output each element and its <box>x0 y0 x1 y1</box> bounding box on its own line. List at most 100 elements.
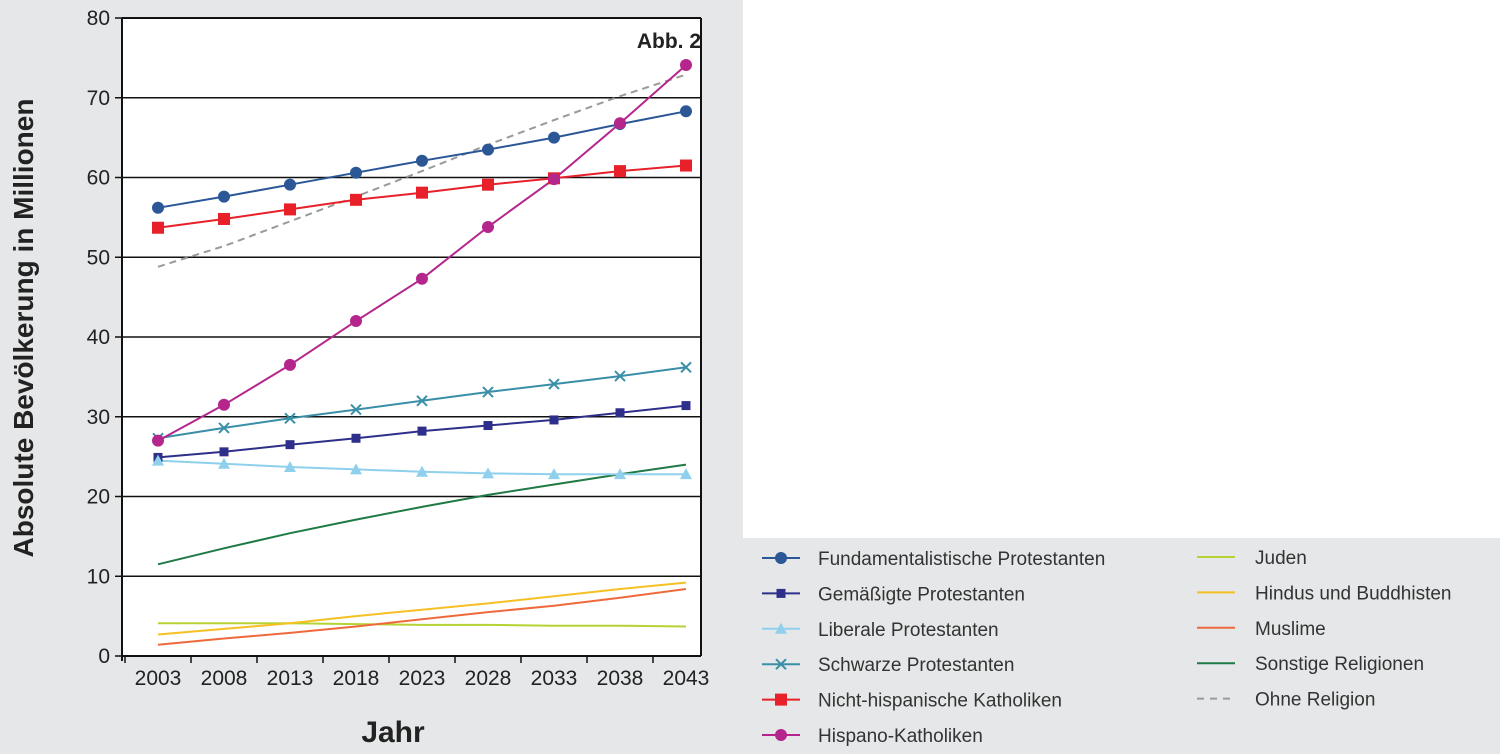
legend-marker <box>775 622 787 634</box>
legend-label: Hispano-Katholiken <box>818 726 983 747</box>
data-point-gemäßigte-protestanten <box>417 426 427 436</box>
data-point-fundamentalistische-protestanten <box>548 131 560 144</box>
x-tick-label: 2013 <box>267 667 314 690</box>
legend-label: Fundamentalistische Protestanten <box>818 549 1105 570</box>
chart-annotation: Abb. 2 <box>637 30 701 53</box>
data-point-schwarze-protestanten <box>482 386 494 398</box>
legend-label: Juden <box>1255 548 1307 569</box>
line-chart: 0 10 20 30 40 50 60 70 80 2003 2008 2013 2018 2023 202… <box>8 7 710 749</box>
data-point-schwarze-protestanten <box>218 422 230 434</box>
legend-label: Muslime <box>1255 619 1326 640</box>
data-point-schwarze-protestanten <box>680 361 692 374</box>
data-point-schwarze-protestanten <box>548 378 560 390</box>
data-point-liberale-protestanten <box>152 454 164 466</box>
data-point-fundamentalistische-protestanten <box>152 201 164 214</box>
x-tick-label: 2028 <box>465 667 512 690</box>
data-point-nicht-hispanische-katholiken <box>152 221 164 234</box>
data-point-fundamentalistische-protestanten <box>218 190 230 203</box>
data-point-gemäßigte-protestanten <box>615 408 625 418</box>
series-markers <box>152 59 692 480</box>
legend-label: Ohne Religion <box>1255 690 1375 711</box>
data-point-gemäßigte-protestanten <box>549 415 559 425</box>
y-tick-label: 70 <box>87 87 110 110</box>
y-tick-label: 10 <box>87 565 110 588</box>
data-point-liberale-protestanten <box>218 457 230 469</box>
data-point-liberale-protestanten <box>680 468 692 480</box>
legend-label: Schwarze Protestanten <box>818 655 1014 676</box>
legend-item-hispano-katholiken: Hispano-Katholiken <box>762 726 983 747</box>
legend-items: Fundamentalistische Protestanten Gemäßigt… <box>762 548 1451 747</box>
data-point-hispano-katholiken <box>284 358 296 371</box>
x-tick-label: 2023 <box>399 667 446 690</box>
data-point-gemäßigte-protestanten <box>285 440 295 450</box>
chart-panel: 0 10 20 30 40 50 60 70 80 2003 2008 2013 2018 2023 202… <box>0 0 743 754</box>
data-point-hispano-katholiken <box>152 434 164 447</box>
data-point-hispano-katholiken <box>482 220 494 233</box>
data-point-fundamentalistische-protestanten <box>416 154 428 167</box>
data-point-fundamentalistische-protestanten <box>350 166 362 179</box>
series-line-muslime <box>157 588 687 646</box>
legend-item-liberale-protestanten: Liberale Protestanten <box>762 620 999 641</box>
data-point-gemäßigte-protestanten <box>681 401 691 411</box>
y-tick-label: 20 <box>87 486 110 509</box>
y-tick-label: 80 <box>87 7 110 30</box>
data-point-liberale-protestanten <box>284 460 296 472</box>
legend-item-schwarze-protestanten: Schwarze Protestanten <box>762 655 1014 676</box>
data-point-schwarze-protestanten <box>614 370 626 382</box>
legend-item-ohne-religion: Ohne Religion <box>1197 690 1375 711</box>
data-point-fundamentalistische-protestanten <box>482 143 494 156</box>
x-axis-title: Jahr <box>361 716 425 749</box>
data-point-schwarze-protestanten <box>350 403 362 416</box>
data-point-nicht-hispanische-katholiken <box>680 159 692 172</box>
x-tick-label: 2043 <box>663 667 710 690</box>
legend-item-juden: Juden <box>1197 548 1307 569</box>
legend-label: Liberale Protestanten <box>818 620 999 641</box>
data-point-liberale-protestanten <box>350 463 362 475</box>
legend-item-gemäßigte-protestanten: Gemäßigte Protestanten <box>762 584 1025 605</box>
data-point-hispano-katholiken <box>680 59 692 72</box>
grid-lines <box>122 18 701 656</box>
x-tick-label: 2003 <box>135 667 182 690</box>
series-line-hindus-und-buddhisten <box>157 581 687 636</box>
series-line-sonstige-religionen <box>157 463 687 566</box>
data-point-nicht-hispanische-katholiken <box>284 203 296 216</box>
data-point-hispano-katholiken <box>614 117 626 130</box>
data-point-gemäßigte-protestanten <box>219 447 229 457</box>
data-point-nicht-hispanische-katholiken <box>350 193 362 206</box>
axes <box>115 17 702 663</box>
legend-label: Sonstige Religionen <box>1255 654 1424 675</box>
data-point-nicht-hispanische-katholiken <box>614 165 626 178</box>
tick-labels: 0 10 20 30 40 50 60 70 80 2003 2008 2013 2018 2023 202… <box>87 7 710 690</box>
legend-item-hindus-und-buddhisten: Hindus und Buddhisten <box>1197 583 1451 604</box>
data-point-gemäßigte-protestanten <box>483 421 493 431</box>
x-tick-label: 2008 <box>201 667 248 690</box>
y-tick-label: 30 <box>87 406 110 429</box>
data-point-liberale-protestanten <box>482 467 494 479</box>
y-axis-title: Absolute Bevölkerung in Millionen <box>8 99 39 558</box>
legend-item-sonstige-religionen: Sonstige Religionen <box>1197 654 1424 675</box>
data-point-liberale-protestanten <box>416 465 428 477</box>
data-point-liberale-protestanten <box>614 468 626 480</box>
legend: Fundamentalistische Protestanten Gemäßigt… <box>743 538 1500 754</box>
data-point-hispano-katholiken <box>416 272 428 285</box>
series-line-juden <box>158 622 687 628</box>
data-point-liberale-protestanten <box>548 468 560 480</box>
x-tick-label: 2033 <box>531 667 578 690</box>
legend-label: Hindus und Buddhisten <box>1255 583 1451 604</box>
y-tick-label: 50 <box>87 246 110 269</box>
legend-marker <box>775 658 787 670</box>
series-line-ohne-religion <box>157 73 687 268</box>
data-point-nicht-hispanische-katholiken <box>218 212 230 225</box>
legend-label: Nicht-hispanische Katholiken <box>818 691 1062 712</box>
y-tick-label: 0 <box>98 645 110 668</box>
legend-item-nicht-hispanische-katholiken: Nicht-hispanische Katholiken <box>762 691 1062 712</box>
data-point-nicht-hispanische-katholiken <box>482 178 494 191</box>
legend-label: Gemäßigte Protestanten <box>818 584 1025 605</box>
data-point-hispano-katholiken <box>548 173 560 186</box>
legend-marker <box>776 588 786 598</box>
legend-item-fundamentalistische-protestanten: Fundamentalistische Protestanten <box>762 549 1105 570</box>
legend-marker <box>775 729 787 741</box>
data-point-nicht-hispanische-katholiken <box>416 186 428 199</box>
legend-item-muslime: Muslime <box>1197 619 1326 640</box>
x-tick-label: 2038 <box>597 667 644 690</box>
